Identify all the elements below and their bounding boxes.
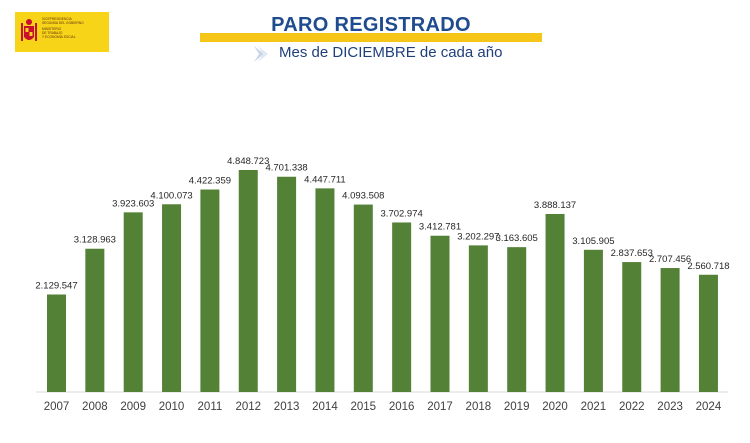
coat-of-arms-icon [21,19,37,41]
x-tick-label-2018: 2018 [466,401,492,413]
x-tick-label-2013: 2013 [274,401,300,413]
x-tick-label-2019: 2019 [504,401,530,413]
bar-2013 [277,176,297,392]
data-label-2013: 4.701.338 [265,163,307,174]
data-label-2014: 4.447.711 [304,174,346,185]
logo-line: Y ECONOMÍA SOCIAL [42,34,76,39]
data-label-2011: 4.422.359 [189,176,231,187]
bar-2011 [200,189,220,392]
data-label-2017: 3.412.781 [419,222,461,233]
data-label-2015: 4.093.508 [342,191,384,202]
bar-2007 [47,294,66,392]
bar-2014 [315,188,335,392]
x-tick-label-2016: 2016 [389,401,415,413]
x-tick-label-2011: 2011 [198,401,223,413]
bar-2010 [162,204,182,392]
x-tick-label-2010: 2010 [159,401,185,413]
data-label-2007: 2.129.547 [35,280,77,291]
logo-line: DE TRABAJO [42,30,63,35]
ministry-logo: VICEPRESIDENCIA SEGUNDA DEL GOBIERNO MIN… [15,12,109,52]
data-label-2008: 3.128.963 [74,235,116,246]
bar-2021 [583,249,603,392]
data-label-2022: 2.837.653 [611,248,653,259]
data-label-2009: 3.923.603 [112,198,154,209]
x-tick-label-2014: 2014 [312,401,338,413]
bar-2022 [622,262,642,392]
x-tick-label-2020: 2020 [542,401,568,413]
x-tick-label-2007: 2007 [44,401,70,413]
chevron-right-icon [254,46,268,62]
x-tick-label-2008: 2008 [82,401,108,413]
title-underline-bar [200,33,542,42]
logo-line: VICEPRESIDENCIA [42,17,72,21]
bar-2008 [85,248,105,392]
data-label-2024: 2.560.718 [687,261,729,272]
bar-2016 [392,222,412,392]
data-label-2016: 3.702.974 [381,208,423,219]
chart-title: PARO REGISTRADO [271,14,471,36]
data-label-2012: 4.848.723 [227,156,269,167]
bar-2019 [507,247,527,392]
logo-line: SEGUNDA DEL GOBIERNO [42,20,84,25]
x-tick-label-2021: 2021 [581,401,607,413]
x-tick-label-2023: 2023 [657,401,683,413]
x-tick-label-2024: 2024 [696,401,722,413]
x-tick-label-2022: 2022 [619,401,645,413]
data-label-2010: 4.100.073 [150,190,192,201]
bar-2015 [353,204,373,392]
bar-2020 [545,213,565,392]
logo-line: MINISTERIO [42,27,62,32]
bar-2017 [430,235,450,392]
data-label-2018: 3.202.297 [457,231,499,242]
x-tick-label-2009: 2009 [120,401,146,413]
data-label-2021: 3.105.905 [572,236,614,247]
bar-2023 [660,268,680,392]
data-label-2020: 3.888.137 [534,200,576,211]
x-tick-label-2012: 2012 [235,401,261,413]
bar-2024 [698,274,718,392]
bar-2012 [238,170,258,392]
x-tick-label-2017: 2017 [427,401,453,413]
logo-text: VICEPRESIDENCIA SEGUNDA DEL GOBIERNO MIN… [42,17,107,39]
bar-2009 [123,212,143,392]
data-label-2023: 2.707.456 [649,254,691,265]
bar-2018 [468,245,488,392]
chart-subtitle: Mes de DICIEMBRE de cada año [279,44,503,61]
data-label-2019: 3.163.605 [496,233,538,244]
x-tick-label-2015: 2015 [351,401,377,413]
